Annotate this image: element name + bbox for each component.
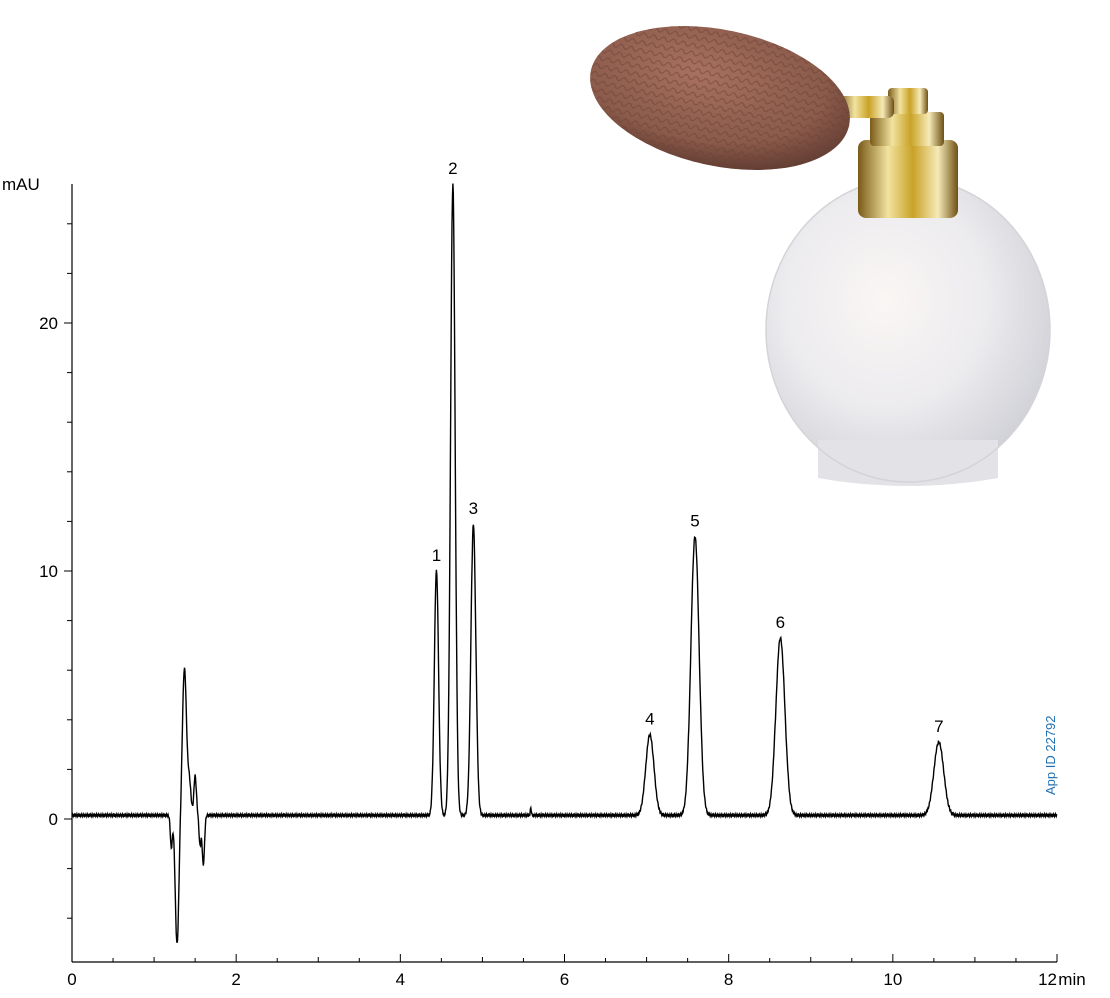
peak-label-4: 4 xyxy=(645,710,654,729)
y-unit-label: mAU xyxy=(2,175,40,194)
peak-label-6: 6 xyxy=(776,613,785,632)
x-tick-label: 0 xyxy=(67,970,76,989)
y-tick-label: 0 xyxy=(49,810,58,829)
x-tick-label: 4 xyxy=(396,970,405,989)
y-tick-label: 20 xyxy=(39,314,58,333)
peak-labels: 1 2 3 4 5 6 7 xyxy=(432,159,944,736)
peak-label-1: 1 xyxy=(432,546,441,565)
x-tick-label: 8 xyxy=(724,970,733,989)
x-tick-label: 2 xyxy=(231,970,240,989)
axes: 0 2 4 6 8 10 12 0 10 20 xyxy=(39,184,1058,989)
x-unit-label: min xyxy=(1058,970,1085,989)
perfume-bottle-image xyxy=(590,26,1051,486)
peak-label-2: 2 xyxy=(448,159,457,178)
peak-label-7: 7 xyxy=(934,717,943,736)
y-tick-label: 10 xyxy=(39,562,58,581)
x-tick-label: 10 xyxy=(883,970,902,989)
chromatogram-trace xyxy=(71,183,1058,943)
app-id-label: App ID 22792 xyxy=(1043,715,1058,795)
x-tick-label: 6 xyxy=(560,970,569,989)
peak-label-5: 5 xyxy=(690,511,699,530)
peak-label-3: 3 xyxy=(469,499,478,518)
x-tick-label: 12 xyxy=(1038,970,1057,989)
